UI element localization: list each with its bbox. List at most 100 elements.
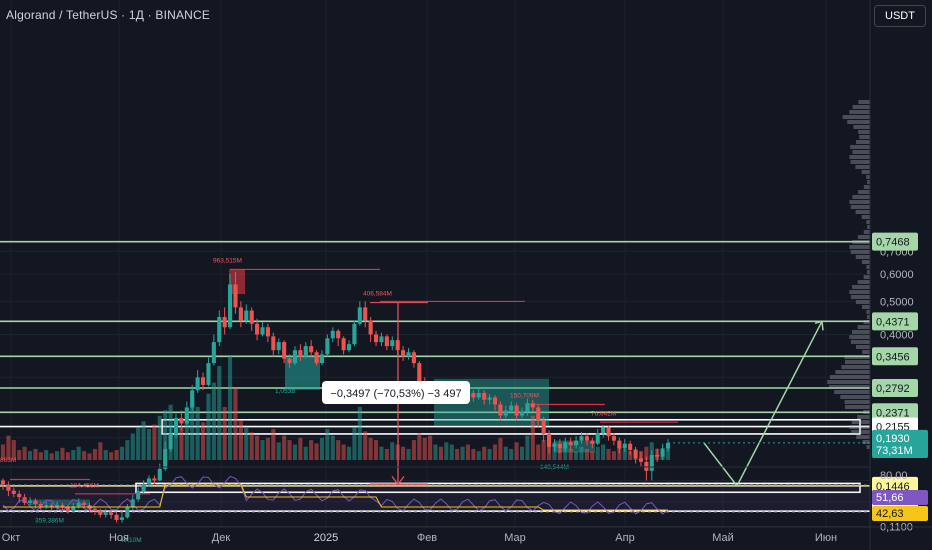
price-level-label: 0,7468: [876, 237, 910, 249]
volume-bar: [244, 426, 249, 460]
volume-bar: [238, 420, 243, 460]
candle-body: [644, 461, 649, 471]
volume-bar: [655, 448, 660, 460]
candle-body: [255, 323, 260, 335]
symbol-title: Algorand / TetherUS · 1Д · BINANCE: [6, 8, 211, 22]
candle-body: [498, 404, 503, 416]
volume-bar: [136, 426, 141, 460]
price-tick-label: 0,4000: [880, 330, 914, 342]
volume-bar: [390, 442, 395, 460]
candle-body: [401, 350, 406, 357]
candle-body: [303, 346, 308, 357]
volume-profile-bar: [857, 190, 870, 194]
volume-profile-bar: [863, 185, 870, 189]
volume-bar: [255, 435, 260, 460]
rsi-value-1: 51,66: [876, 492, 904, 504]
volume-profile-bar: [863, 275, 870, 279]
volume-bar: [514, 442, 519, 460]
volume-profile-bar: [855, 210, 870, 214]
candle-body: [265, 327, 270, 337]
resistance-zone[interactable]: [161, 418, 861, 435]
volume-profile-bar: [850, 160, 870, 164]
rsi-badge: [872, 490, 928, 505]
price-level-label: 0,1446: [876, 481, 910, 493]
candle-body: [487, 397, 492, 400]
volume-bar: [249, 432, 254, 460]
volume-bar: [287, 440, 292, 460]
volume-profile-bar: [840, 395, 870, 399]
measure-label: −0,3497 (−70,53%) −3 497: [330, 388, 461, 400]
candle-body: [6, 484, 11, 491]
volume-bar: [65, 452, 70, 460]
volume-bar: [276, 442, 281, 460]
time-axis-label: Апр: [615, 532, 634, 544]
candle-body: [568, 442, 573, 446]
volume-profile-bar: [849, 425, 870, 429]
candle-body: [55, 505, 60, 508]
volume-bar: [157, 415, 162, 460]
volume-bar: [547, 433, 552, 460]
price-level-label: 0,3456: [876, 351, 910, 363]
volume-bar: [611, 451, 616, 460]
volume-bar: [292, 444, 298, 460]
volume-bar: [373, 440, 379, 460]
volume-bar: [460, 446, 465, 460]
candle-body: [357, 307, 362, 324]
price-level-label-bg: [872, 378, 918, 397]
candle-body: [114, 514, 119, 520]
candle-body: [525, 403, 530, 412]
candle-body: [601, 427, 606, 434]
time-axis-label: Мар: [504, 532, 526, 544]
currency-button[interactable]: USDT: [874, 5, 926, 27]
volume-profile-bar: [855, 140, 870, 144]
candle-body: [82, 502, 87, 506]
candle-body: [119, 517, 124, 520]
candle-body: [157, 468, 162, 481]
volume-bar: [417, 433, 422, 460]
forecast-path[interactable]: [703, 320, 823, 488]
volume-bar: [584, 448, 589, 460]
volume-profile-bar: [852, 150, 870, 154]
volume-bar: [357, 406, 362, 460]
volume-profile-bar: [855, 255, 870, 259]
candle-body: [27, 500, 33, 503]
volume-profile-bar: [866, 310, 870, 314]
volume-bar: [303, 446, 308, 460]
candle-body: [200, 377, 206, 385]
volume-bar: [82, 451, 87, 460]
volume-profile-bar: [863, 320, 870, 324]
volume-profile-bar: [863, 230, 870, 234]
volume-bar: [503, 446, 508, 460]
volume-bar: [509, 448, 514, 460]
volume-profile-bar: [852, 105, 870, 109]
volume-annotation: 134,456M: [70, 483, 99, 490]
candle-body: [541, 420, 546, 434]
volume-bar: [11, 440, 16, 460]
price-tick-label: 0,7000: [880, 246, 914, 258]
volume-bar: [465, 444, 471, 460]
volume-bar: [22, 446, 27, 460]
candle-body: [384, 336, 389, 347]
volume-profile-bar: [849, 110, 870, 114]
volume-profile-bar: [850, 250, 870, 254]
candle-body: [617, 440, 622, 449]
volume-bar: [76, 446, 81, 460]
volume-profile-bar: [850, 295, 870, 299]
candle-body: [563, 442, 568, 449]
support-zone[interactable]: [135, 482, 861, 494]
volume-bar: [17, 450, 22, 460]
volume-bar: [200, 422, 206, 460]
current-price-label: 0,1930: [876, 433, 910, 445]
volume-bar: [492, 444, 498, 460]
volume-bar: [38, 452, 43, 460]
price-level-label: 0,2371: [876, 407, 910, 419]
volume-bar: [0, 444, 6, 460]
volume-bar: [141, 421, 146, 460]
volume-bar: [363, 431, 368, 460]
volume-bar: [119, 446, 124, 460]
volume-annotation: 1,053B: [275, 388, 296, 395]
candle-body: [92, 508, 97, 512]
volume-profile-bar: [858, 100, 870, 104]
volume-box: [229, 269, 245, 295]
